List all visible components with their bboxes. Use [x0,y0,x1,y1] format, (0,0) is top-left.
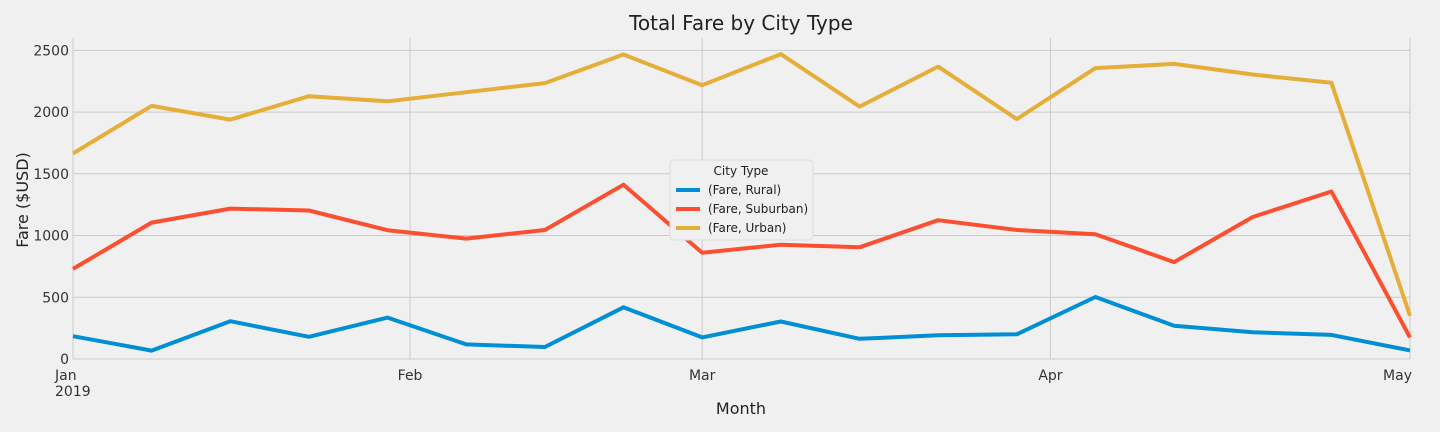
series-line-urban [71,52,1412,317]
y-tick-label: 1500 [33,167,69,183]
legend-item-label: (Fare, Suburban) [708,202,808,216]
series-line-rural [72,295,1411,353]
y-tick-label: 2500 [33,43,69,59]
y-tick-label: 0 [60,352,69,368]
y-tick-label: 2000 [33,105,69,121]
legend-item-label: (Fare, Urban) [708,221,787,235]
legend-items: (Fare, Rural) (Fare, Suburban) (Fare, Urba… [676,183,808,235]
x-axis-label: Month [716,399,766,418]
legend: City Type (Fare, Rural)(Fare, Suburban)(… [669,159,814,241]
x-tick-label: Mar [689,368,716,384]
legend-box [669,159,814,241]
series-lines [71,52,1412,353]
x-tick-label: Apr [1038,368,1062,384]
y-tick-labels: 0 500 1000 1500 2000 2500 [33,43,69,368]
y-axis-label: Fare ($USD) [13,152,32,248]
legend-item-label: (Fare, Rural) [708,183,781,197]
x-tick-label: Jan [54,368,77,384]
x-tick-sublabel: 2019 [55,384,91,400]
y-tick-label: 500 [42,290,69,306]
y-tick-label: 1000 [33,229,69,245]
legend-title: City Type [714,164,769,178]
x-tick-label: May [1383,368,1412,384]
series-line-suburban [71,182,1412,339]
x-tick-label: Feb [398,368,423,384]
chart-title: Total Fare by City Type [628,11,853,35]
